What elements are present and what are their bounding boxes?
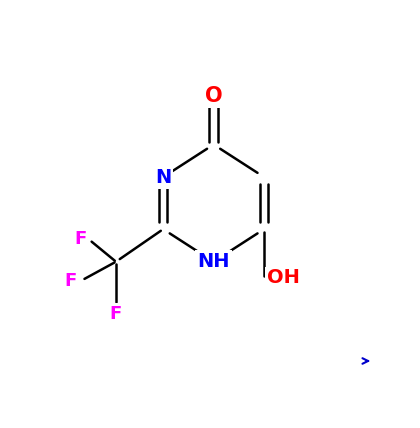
Text: F: F (64, 272, 76, 290)
Text: O: O (205, 86, 223, 106)
Text: F: F (110, 305, 122, 323)
Text: F: F (74, 230, 86, 248)
Text: NH: NH (197, 252, 230, 271)
Text: OH: OH (267, 268, 300, 288)
Text: N: N (155, 168, 171, 187)
